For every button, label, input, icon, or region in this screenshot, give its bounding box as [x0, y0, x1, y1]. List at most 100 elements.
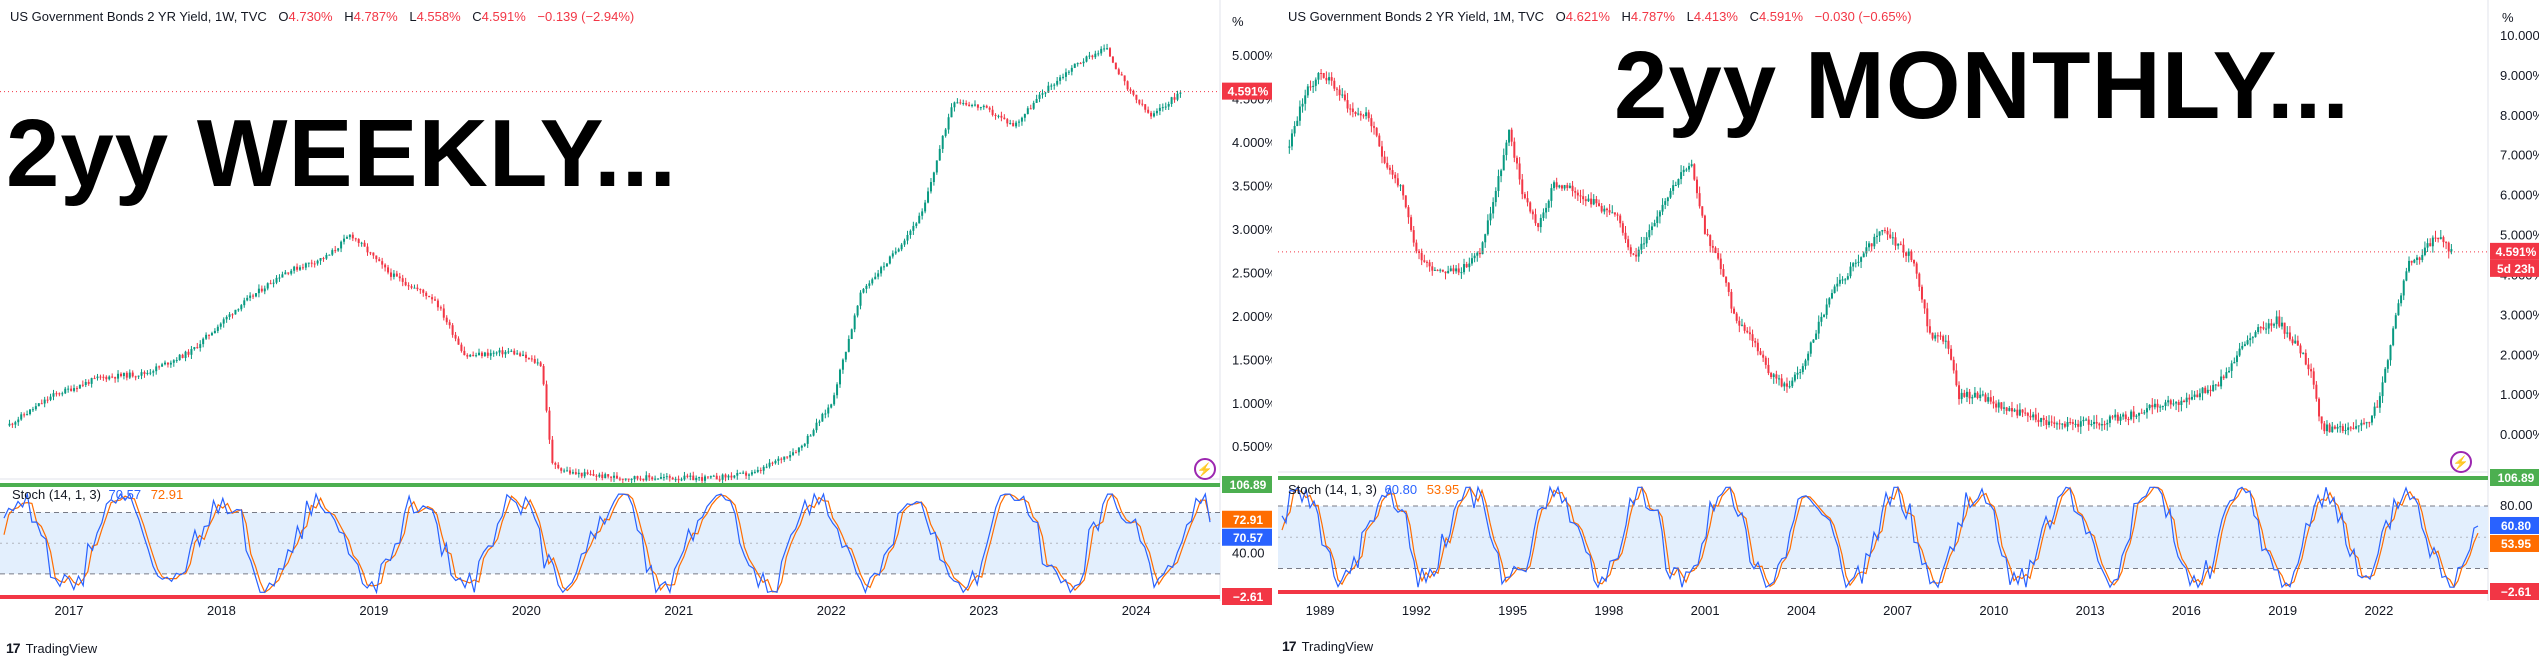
- candle-body: [152, 371, 155, 373]
- candle-body: [2286, 332, 2289, 334]
- symbol-title[interactable]: US Government Bonds 2 YR Yield, 1W, TVC: [10, 9, 267, 24]
- candle-body: [2249, 338, 2252, 341]
- candle-body: [272, 282, 275, 284]
- candle-body: [1878, 231, 1881, 236]
- candle-body: [322, 258, 325, 260]
- candle-body: [1860, 257, 1863, 262]
- candle-body: [1915, 263, 1918, 274]
- candle-body: [14, 422, 17, 425]
- candle-body: [1590, 198, 1593, 205]
- percent-scale-button[interactable]: %: [1232, 14, 1244, 29]
- candle-body: [1730, 291, 1733, 309]
- candle-body: [254, 293, 257, 297]
- candle-body: [445, 317, 448, 323]
- candle-body: [800, 445, 803, 448]
- candle-body: [1463, 264, 1466, 273]
- annotation-label: 2yy MONTHLY...: [1614, 32, 2351, 139]
- percent-scale-button[interactable]: %: [2502, 10, 2514, 25]
- candle-body: [1391, 170, 1394, 175]
- candle-body: [11, 423, 14, 425]
- candle-body: [2410, 260, 2413, 263]
- candle-body: [982, 105, 985, 108]
- candle-body: [568, 470, 571, 474]
- candle-body: [1891, 237, 1894, 239]
- price-chart-svg[interactable]: 5.000%4.500%4.000%3.500%3.000%2.500%2.00…: [0, 0, 1272, 661]
- candle-body: [55, 393, 58, 395]
- candle-body: [1584, 199, 1587, 202]
- candle-body: [1447, 270, 1450, 274]
- last-price-badge: 4.591%: [1228, 85, 1269, 99]
- candle-body: [99, 376, 102, 378]
- candle-body: [1600, 205, 1603, 212]
- open-value: 4.621%: [1565, 9, 1610, 24]
- candle-body: [37, 403, 40, 407]
- candle-body: [756, 469, 759, 472]
- candle-body: [1449, 268, 1452, 271]
- candle-body: [1425, 261, 1428, 263]
- lightning-icon[interactable]: ⚡: [2450, 451, 2472, 473]
- candle-body: [2061, 423, 2064, 425]
- candle-body: [389, 272, 392, 277]
- candle-body: [615, 475, 618, 479]
- candle-body: [2122, 414, 2125, 417]
- candle-body: [1958, 385, 1961, 400]
- candle-body: [991, 109, 994, 115]
- candle-body: [1407, 207, 1410, 218]
- tradingview-brand[interactable]: 17 TradingView: [6, 640, 97, 656]
- candle-body: [1085, 56, 1088, 62]
- candle-body: [442, 308, 445, 318]
- price-chart-svg[interactable]: 10.000%9.000%8.000%7.000%6.000%5.000%4.0…: [1278, 0, 2539, 661]
- price-axis-tick: 0.000%: [2500, 427, 2539, 442]
- candle-body: [325, 254, 328, 259]
- candle-body: [1672, 185, 1675, 191]
- candle-body: [2400, 295, 2403, 304]
- candle-body: [1862, 253, 1865, 258]
- candle-body: [1907, 251, 1910, 256]
- change-value: −0.030 (−0.65%): [1814, 9, 1912, 24]
- candle-body: [2135, 415, 2138, 417]
- candle-body: [1553, 182, 1556, 189]
- candle-body: [290, 270, 293, 274]
- candle-body: [2032, 414, 2035, 418]
- candle-body: [1396, 178, 1399, 186]
- candle-body: [836, 384, 839, 396]
- candle-body: [117, 373, 120, 379]
- candle-body: [1894, 237, 1897, 246]
- candle-body: [219, 323, 222, 327]
- candle-body: [137, 375, 140, 377]
- candle-body: [1335, 88, 1338, 90]
- candle-body: [454, 334, 457, 339]
- last-price-badge: 4.591%: [2496, 245, 2537, 259]
- candle-body: [1481, 242, 1484, 255]
- candle-body: [1785, 383, 1788, 387]
- candle-body: [1886, 230, 1889, 235]
- candle-body: [310, 262, 313, 264]
- candle-body: [451, 325, 454, 335]
- candle-body: [1960, 392, 1963, 400]
- symbol-title[interactable]: US Government Bonds 2 YR Yield, 1M, TVC: [1288, 9, 1545, 24]
- candle-body: [331, 250, 334, 255]
- candle-body: [1035, 98, 1038, 103]
- candle-body: [1117, 69, 1120, 75]
- candle-body: [1693, 164, 1696, 180]
- candle-body: [2304, 352, 2307, 365]
- candle-body: [410, 286, 413, 288]
- candle-body: [698, 477, 701, 479]
- candle-body: [997, 115, 1000, 117]
- candle-body: [2415, 257, 2418, 260]
- candle-body: [2381, 382, 2384, 397]
- candle-body: [1338, 89, 1341, 96]
- candle-body: [1928, 326, 1931, 333]
- candle-body: [1598, 203, 1601, 206]
- candle-body: [29, 409, 32, 415]
- candle-body: [1082, 61, 1085, 64]
- candle-body: [2389, 345, 2392, 361]
- candle-body: [1653, 222, 1656, 227]
- candle-body: [809, 435, 812, 437]
- tradingview-brand[interactable]: 17 TradingView: [1282, 638, 1373, 654]
- lightning-icon[interactable]: ⚡: [1194, 458, 1216, 480]
- candle-body: [1094, 53, 1097, 58]
- candle-body: [2254, 332, 2257, 338]
- candle-body: [1788, 386, 1791, 388]
- candle-body: [973, 104, 976, 106]
